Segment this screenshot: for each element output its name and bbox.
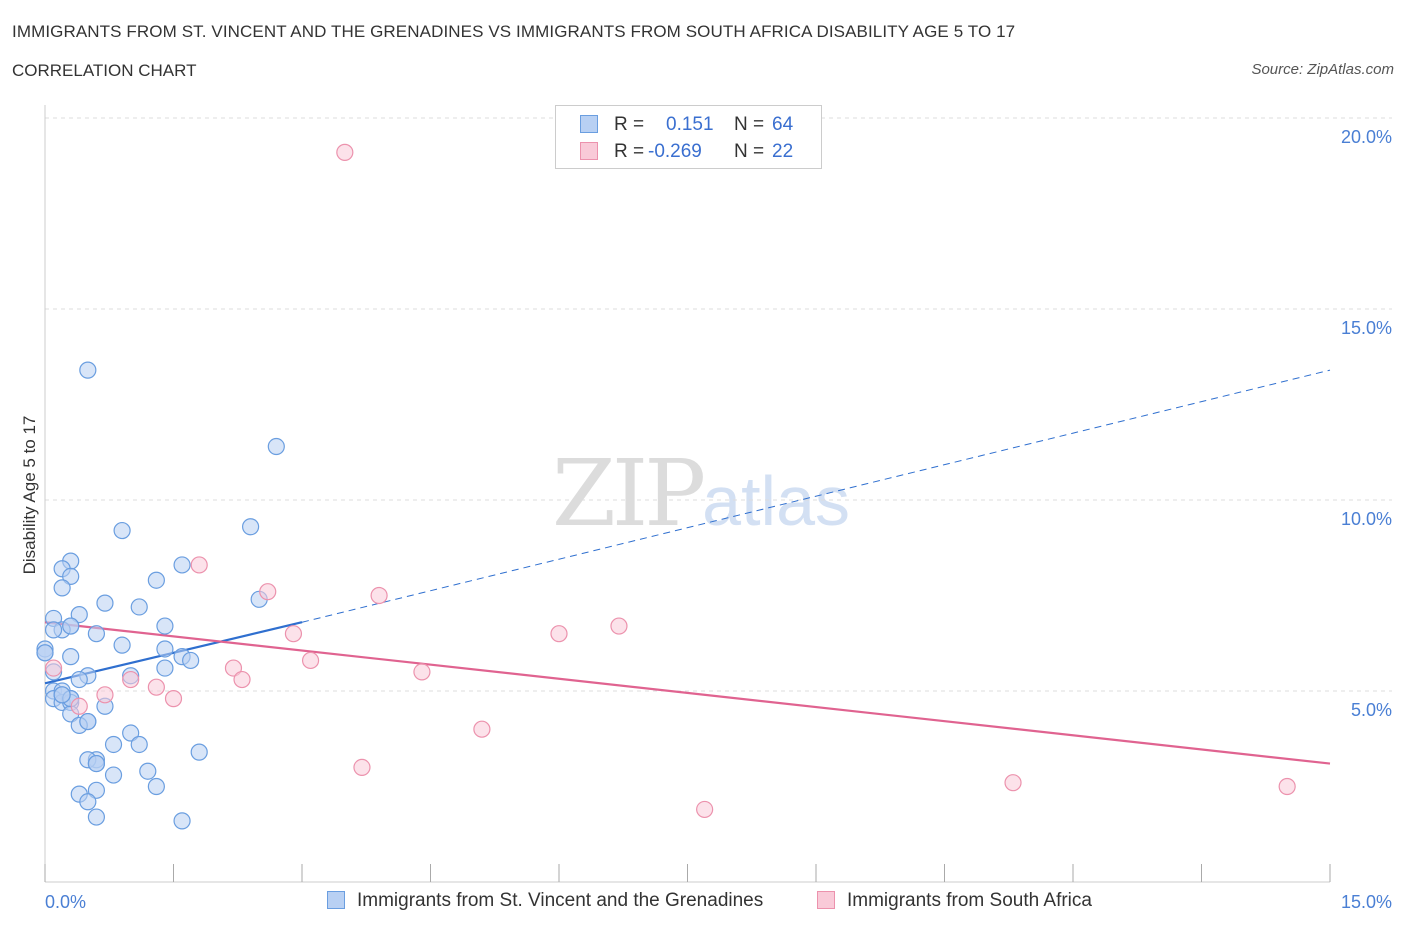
data-point-south-africa <box>301 651 320 670</box>
data-point-st-vincent <box>87 781 106 799</box>
data-point-south-africa <box>224 659 243 677</box>
data-point-south-africa <box>164 690 183 708</box>
data-point-st-vincent <box>96 594 114 612</box>
data-point-south-africa <box>413 663 431 681</box>
data-point-st-vincent <box>104 766 123 784</box>
data-point-south-africa <box>610 617 628 635</box>
data-point-south-africa <box>370 586 388 605</box>
data-point-st-vincent <box>87 808 106 826</box>
gridlines <box>45 117 1392 692</box>
series-label-pink: Immigrants from South Africa <box>847 890 1092 911</box>
legend-r-label: R = <box>614 141 645 162</box>
legend-swatch-blue <box>580 115 598 133</box>
data-point-st-vincent <box>79 712 97 731</box>
y-tick-label: 20.0% <box>1341 127 1392 147</box>
data-point-st-vincent <box>147 571 165 589</box>
series-swatch-pink <box>817 891 835 909</box>
data-point-south-africa <box>190 556 208 574</box>
legend-r-label: R = <box>614 114 645 135</box>
legend-n-label: N = <box>734 141 765 162</box>
series-label-blue: Immigrants from St. Vincent and the Gren… <box>357 890 764 911</box>
data-point-st-vincent <box>113 521 131 540</box>
data-point-south-africa <box>336 143 354 161</box>
data-point-st-vincent <box>79 361 97 379</box>
data-points <box>36 143 1296 830</box>
data-point-st-vincent <box>53 579 71 597</box>
legend-n-value: 22 <box>772 141 794 162</box>
data-point-st-vincent <box>173 812 191 830</box>
data-point-south-africa <box>96 686 114 704</box>
axes <box>44 105 1331 883</box>
data-point-south-africa <box>122 670 140 689</box>
y-tick-label: 10.0% <box>1341 509 1392 529</box>
data-point-st-vincent <box>70 670 88 689</box>
data-point-st-vincent <box>113 636 131 654</box>
data-point-st-vincent <box>182 651 200 670</box>
data-point-st-vincent <box>62 567 80 586</box>
data-point-st-vincent <box>104 735 123 754</box>
chart-title: IMMIGRANTS FROM ST. VINCENT AND THE GREN… <box>12 22 1016 41</box>
data-point-south-africa <box>147 678 165 696</box>
data-point-st-vincent <box>130 598 148 616</box>
trend-lines <box>44 369 1331 765</box>
data-point-south-africa <box>233 670 251 689</box>
data-point-st-vincent <box>87 754 106 773</box>
data-point-st-vincent <box>44 621 63 639</box>
data-point-st-vincent <box>87 625 106 643</box>
data-point-south-africa <box>353 758 371 777</box>
series-legend-pink: Immigrants from South Africa <box>817 890 1092 912</box>
trend-line-south-africa <box>44 621 1331 765</box>
source-credit: Source: ZipAtlas.com <box>1251 61 1394 78</box>
data-point-st-vincent <box>190 743 208 761</box>
chart-subtitle: CORRELATION CHART <box>12 61 197 80</box>
data-point-south-africa <box>1004 774 1022 792</box>
legend-r-value: -0.269 <box>648 141 702 162</box>
data-point-south-africa <box>1278 777 1296 796</box>
axis-labels: 5.0% 10.0% 15.0% 20.0% 0.0% 15.0% Disability A… <box>20 127 1392 912</box>
data-point-south-africa <box>284 625 303 643</box>
data-point-st-vincent <box>147 777 165 796</box>
data-point-st-vincent <box>70 605 88 624</box>
legend-n-label: N = <box>734 114 765 135</box>
data-point-st-vincent <box>156 617 174 635</box>
data-point-st-vincent <box>62 617 80 635</box>
stats-legend: R = 0.151 N = 64 R = -0.269 N = 22 <box>555 105 822 169</box>
data-point-st-vincent <box>79 793 97 811</box>
data-point-south-africa <box>473 720 491 738</box>
series-swatch-blue <box>327 891 345 909</box>
x-tick-label: 0.0% <box>45 892 86 912</box>
watermark: ZIPatlas <box>552 440 850 547</box>
y-tick-label: 15.0% <box>1341 318 1392 338</box>
data-point-st-vincent <box>173 556 191 574</box>
data-point-st-vincent <box>62 648 80 666</box>
data-point-st-vincent <box>139 762 157 780</box>
series-legend-blue: Immigrants from St. Vincent and the Gren… <box>327 890 763 912</box>
data-point-south-africa <box>70 697 88 715</box>
x-tick-label: 15.0% <box>1341 892 1392 912</box>
y-axis-label: Disability Age 5 to 17 <box>20 416 39 575</box>
data-point-st-vincent <box>156 640 174 658</box>
data-point-south-africa <box>696 800 714 819</box>
y-tick-label: 5.0% <box>1351 700 1392 720</box>
data-point-south-africa <box>259 583 277 601</box>
legend-n-value: 64 <box>772 114 794 135</box>
data-point-st-vincent <box>53 686 71 704</box>
data-point-south-africa <box>44 659 63 677</box>
trend-line-st-vincent-projection <box>301 369 1331 623</box>
legend-swatch-pink <box>580 142 598 160</box>
data-point-st-vincent <box>156 659 174 677</box>
data-point-st-vincent <box>267 437 285 456</box>
data-point-st-vincent <box>36 644 54 662</box>
data-point-south-africa <box>550 625 568 643</box>
data-point-st-vincent <box>130 735 148 754</box>
legend-r-value: 0.151 <box>666 114 714 135</box>
watermark-atlas: atlas <box>702 462 851 540</box>
data-point-st-vincent <box>122 724 140 742</box>
data-point-st-vincent <box>242 518 260 536</box>
